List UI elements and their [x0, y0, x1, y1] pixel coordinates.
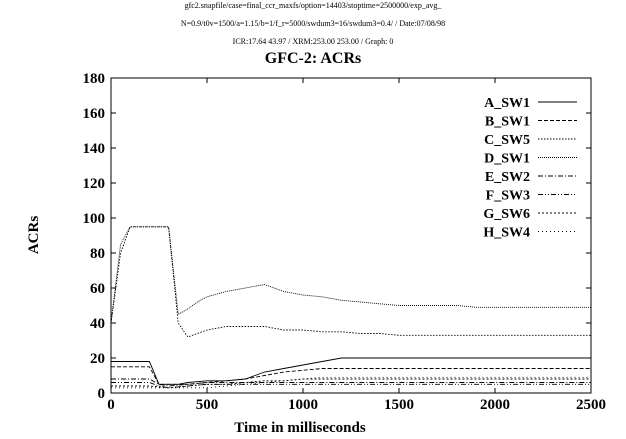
y-tick-label: 100 — [83, 211, 106, 227]
series-line-f-sw3 — [111, 382, 591, 389]
x-tick-label: 0 — [107, 397, 115, 413]
y-tick-label: 60 — [90, 281, 105, 297]
y-tick-label: 80 — [90, 246, 105, 262]
legend-label: F_SW3 — [486, 189, 530, 204]
legend-label: C_SW5 — [484, 133, 530, 148]
series-line-g-sw6 — [111, 378, 591, 389]
plot-area — [110, 77, 592, 394]
legend-label: G_SW6 — [483, 207, 530, 222]
header-line-2: N=0.9/t0v=1500/a=1.15/b=1/f_r=5000/swdum… — [180, 19, 446, 28]
y-axis-label: ACRs — [26, 216, 42, 254]
y-tick-label: 20 — [90, 351, 105, 367]
y-tick-label: 140 — [83, 141, 106, 157]
y-tick-label: 120 — [83, 176, 106, 192]
x-tick-label: 1000 — [288, 397, 318, 413]
header-line-3: ICR:17.64 43.97 / XRM:253.00 253.00 / Gr… — [232, 37, 394, 46]
x-tick-label: 1500 — [384, 397, 414, 413]
y-tick-label: 160 — [83, 106, 106, 122]
x-tick-label: 2000 — [480, 397, 510, 413]
y-tick-label: 0 — [98, 386, 106, 402]
series-line-e-sw2 — [111, 378, 591, 387]
y-tick-label: 180 — [83, 71, 106, 87]
legend-label: H_SW4 — [483, 226, 530, 241]
series-line-a-sw1 — [111, 357, 591, 385]
x-tick-label: 2500 — [576, 397, 606, 413]
legend-label: D_SW1 — [484, 152, 530, 167]
x-axis-label: Time in milliseconds — [234, 420, 366, 436]
legend-label: E_SW2 — [485, 170, 530, 185]
series-line-h-sw4 — [111, 376, 591, 389]
legend-label: B_SW1 — [485, 115, 530, 130]
x-tick-label: 500 — [196, 397, 219, 413]
y-tick-label: 40 — [90, 316, 105, 332]
series-line-d-sw1 — [110, 226, 591, 324]
plot-frame — [110, 77, 592, 394]
series-lines — [110, 226, 591, 389]
legend-label: A_SW1 — [484, 96, 530, 111]
chart-title: GFC-2: ACRs — [264, 50, 362, 67]
axes: 0 500 1000 1500 2000 2500 0 20 40 60 80 100 120 140 16… — [83, 71, 607, 413]
legend: A_SW1 B_SW1 C_SW5 D_SW1 E_SW2 F_SW3 G_SW6 H_SW4 — [483, 96, 577, 241]
header-line-1: gfc2.snapfile/case=final_ccr_maxfs/optio… — [184, 1, 442, 10]
series-line-c-sw5 — [110, 226, 591, 338]
series-line-b-sw1 — [111, 366, 591, 385]
